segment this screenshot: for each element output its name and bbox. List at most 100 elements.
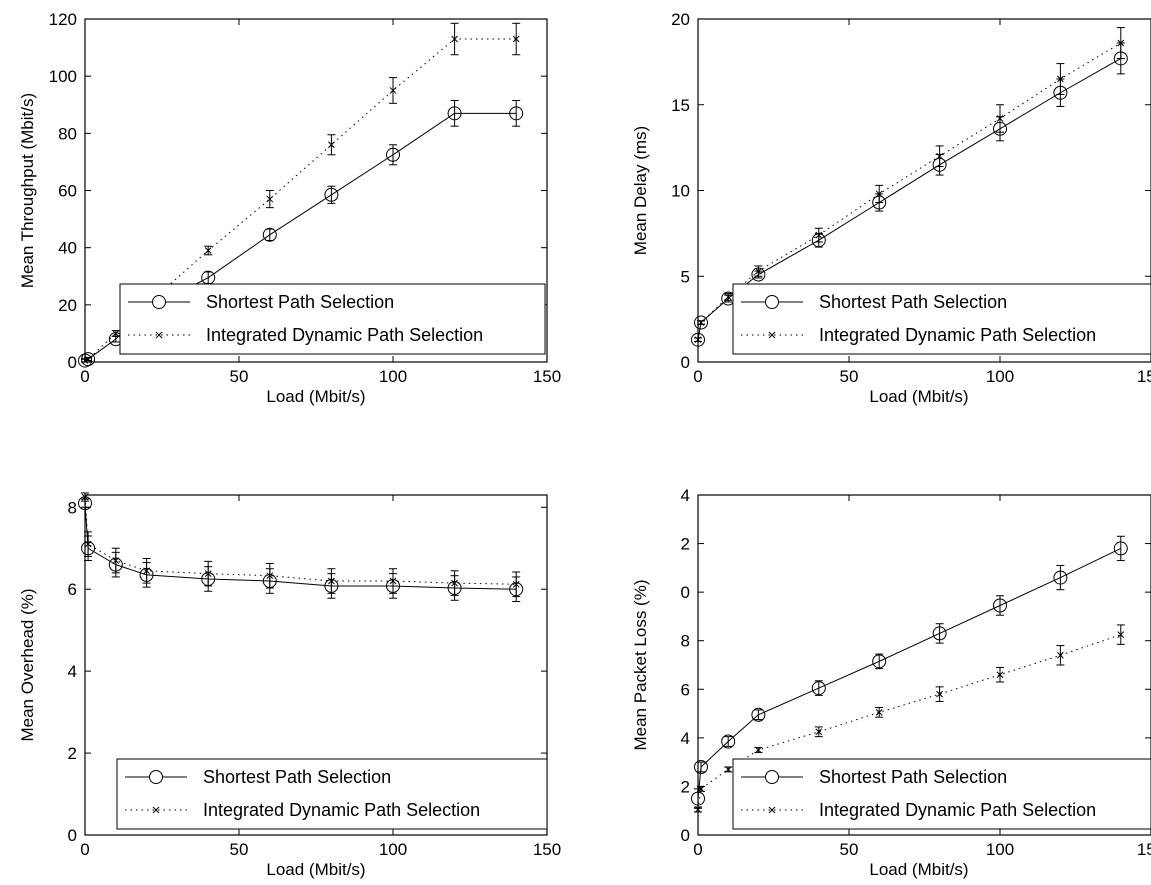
x-marker-stroke: [389, 87, 397, 94]
x-marker-stroke: [815, 231, 823, 239]
x-marker-stroke: [112, 557, 120, 564]
y-tick-label: 0: [681, 583, 690, 602]
data-point-circle: [1113, 541, 1128, 556]
data-point-x: [143, 567, 150, 575]
data-point-x: [755, 746, 762, 754]
y-tick-label: 0: [681, 353, 690, 372]
x-marker-stroke: [328, 577, 335, 585]
x-marker-stroke: [266, 572, 274, 580]
y-tick-label: 4: [681, 486, 690, 505]
data-point-circle: [872, 654, 887, 669]
chart-2: 0 50 100 150 0 5 10 15 20 Load (Mbit/s) Mean Delay…: [631, 10, 1151, 406]
x-tick-label: 100: [986, 840, 1014, 859]
error-bar: [875, 653, 884, 670]
data-point-x: [266, 195, 274, 203]
legend-label: Integrated Dynamic Path Selection: [819, 325, 1096, 345]
error-bar: [754, 709, 763, 721]
error-bar: [724, 736, 733, 747]
data-point-x: [266, 572, 274, 580]
error-bar: [204, 271, 213, 284]
y-tick-label: 0: [68, 353, 77, 372]
y-tick-label: 0: [681, 826, 690, 845]
data-point-circle: [751, 707, 766, 722]
x-marker-stroke: [204, 570, 212, 578]
y-tick-label: 40: [58, 239, 77, 258]
x-marker-stroke: [84, 540, 92, 548]
legend-label: Integrated Dynamic Path Selection: [819, 800, 1096, 820]
x-marker-stroke: [512, 580, 520, 588]
plot-frame: [697, 494, 1151, 836]
data-point-x: [1117, 39, 1125, 47]
chart-3: 0 50 100 150 0 2 4 6 8 Load (Mbit/s) Mean Overhead…: [18, 492, 561, 879]
x-axis-label: Load (Mbit/s): [869, 860, 968, 879]
x-marker-stroke: [694, 336, 702, 344]
series-line: [697, 634, 1121, 810]
legend-marker-circle: [149, 770, 163, 784]
legend-marker-x: [768, 806, 776, 814]
y-tick-label: 5: [681, 267, 690, 286]
data-point-x: [84, 540, 92, 548]
x-marker-stroke: [1117, 631, 1125, 638]
y-tick-label: 2: [681, 777, 690, 796]
data-point-x: [996, 115, 1004, 122]
data-point-circle: [386, 147, 400, 162]
data-point-circle: [694, 315, 709, 330]
data-point-x: [875, 709, 883, 716]
x-tick-label: 150: [1137, 367, 1151, 386]
y-tick-label: 100: [49, 67, 77, 86]
legend-label: Shortest Path Selection: [819, 767, 1007, 787]
x-axis-label: Load (Mbit/s): [266, 387, 365, 406]
x-marker-stroke: [755, 746, 762, 754]
x-marker-stroke: [112, 330, 120, 337]
x-axis-label: Load (Mbit/s): [266, 860, 365, 879]
data-point-circle: [447, 106, 462, 121]
data-point-circle: [932, 626, 947, 641]
series-line: [84, 503, 517, 590]
data-point-x: [328, 141, 335, 149]
y-axis-label: Mean Delay (ms): [631, 126, 650, 255]
data-point-x: [694, 806, 702, 813]
y-tick-label: 6: [68, 580, 77, 599]
data-point-circle: [262, 227, 277, 242]
error-bar: [327, 185, 336, 204]
data-point-circle: [509, 106, 524, 121]
x-tick-label: 50: [230, 367, 249, 386]
series-integrated-dynamic: [694, 624, 1125, 813]
data-point-x: [389, 577, 397, 585]
data-point-circle: [993, 598, 1007, 613]
x-tick-label: 50: [230, 840, 249, 859]
data-point-x: [996, 671, 1004, 679]
data-point-x: [204, 247, 212, 254]
data-point-x: [755, 267, 762, 275]
legend-marker-x: [152, 806, 160, 814]
x-marker-stroke: [1057, 651, 1064, 659]
legend-marker-x: [768, 331, 776, 339]
x-tick-label: 0: [80, 367, 89, 386]
legend-box: [119, 283, 546, 355]
data-point-x: [451, 579, 458, 587]
legend-marker-circle: [152, 295, 166, 309]
x-marker-stroke: [936, 690, 943, 698]
x-tick-label: 50: [840, 840, 859, 859]
x-marker-stroke: [81, 493, 89, 501]
chart-1: 0 50 100 150 0 20 40 60 80 100 120 Load (Mbit/s) Mea…: [18, 10, 561, 406]
x-tick-label: 100: [379, 367, 407, 386]
x-marker-stroke: [1117, 39, 1125, 47]
error-bar: [697, 761, 706, 773]
legend-marker-circle: [765, 770, 779, 784]
y-tick-label: 2: [68, 744, 77, 763]
x-marker-stroke: [155, 331, 163, 339]
x-tick-label: 100: [986, 367, 1014, 386]
x-marker-stroke: [755, 267, 762, 275]
data-point-x: [815, 728, 823, 736]
y-tick-label: 10: [671, 182, 690, 201]
y-tick-label: 2: [681, 535, 690, 554]
legend-label: Integrated Dynamic Path Selection: [203, 800, 480, 820]
data-point-circle: [811, 681, 826, 696]
data-point-x: [936, 690, 943, 698]
y-axis-label: Mean Throughput (Mbit/s): [18, 93, 37, 288]
x-tick-label: 150: [1137, 840, 1151, 859]
legend: Shortest Path Selection Integrated Dynami…: [119, 283, 546, 355]
plot-frame: [84, 494, 548, 836]
data-point-x: [694, 336, 702, 344]
